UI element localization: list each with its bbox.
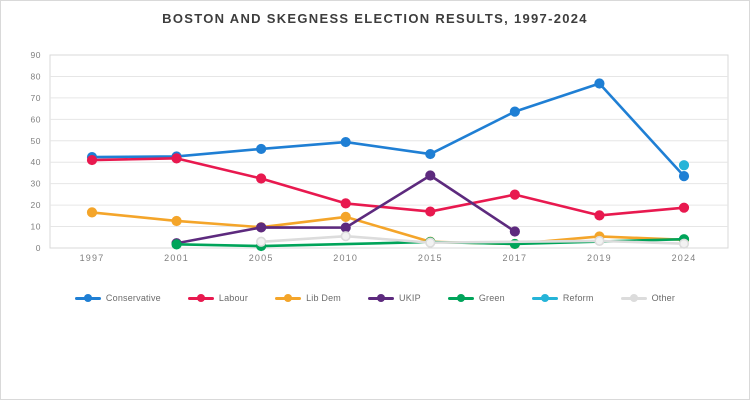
data-point-other <box>594 235 605 247</box>
data-point-conservative <box>678 171 690 182</box>
data-point-conservative <box>256 143 267 155</box>
x-axis-tick-label: 2019 <box>587 253 612 263</box>
line-chart-plot: 0 10 20 30 40 50 60 70 80 90 1997 2001 2005 2010 2015 2… <box>31 50 729 263</box>
y-axis-tick-label: 70 <box>31 93 41 103</box>
data-point-ukip <box>509 226 520 237</box>
data-point-other <box>425 237 436 248</box>
data-point-other <box>340 231 351 242</box>
data-point-ukip <box>256 222 267 233</box>
y-axis-tick-label: 50 <box>31 136 41 146</box>
chart-title: BOSTON AND SKEGNESS ELECTION RESULTS, 19… <box>162 11 588 26</box>
legend-item-reform: Reform <box>531 293 594 303</box>
data-point-reform <box>678 160 690 171</box>
legend-item-other: Other <box>620 293 676 303</box>
data-point-ukip <box>340 222 351 233</box>
data-point-green <box>171 239 182 250</box>
data-point-labour <box>594 210 605 221</box>
y-axis-tick-label: 40 <box>31 157 41 167</box>
legend-item-green: Green <box>447 293 505 303</box>
legend-item-ukip: UKIP <box>368 293 421 303</box>
plot-border <box>49 54 729 249</box>
legend-label: Conservative <box>105 293 161 303</box>
data-point-labour <box>256 173 267 184</box>
data-point-lib-dem <box>171 215 182 227</box>
y-axis-tick-label: 60 <box>31 114 41 124</box>
data-point-other <box>256 236 267 247</box>
legend-label: UKIP <box>399 293 421 303</box>
legend-item-conservative: Conservative <box>74 293 161 303</box>
legend-line-dot-icon <box>74 294 101 302</box>
x-axis-tick-label: 2010 <box>333 253 358 263</box>
legend-label: Lib Dem <box>306 293 342 303</box>
legend-label: Green <box>478 293 505 303</box>
y-axis-tick-label: 0 <box>36 243 41 253</box>
series-line-lib-dem <box>90 211 686 246</box>
data-point-labour <box>678 202 690 213</box>
y-axis-tick-label: 90 <box>31 50 41 60</box>
series-line-labour <box>90 157 686 217</box>
data-point-conservative <box>340 136 351 148</box>
legend-line-dot-icon <box>275 294 302 302</box>
data-point-other <box>678 238 690 249</box>
legend-label: Other <box>651 293 676 303</box>
y-axis-tick-label: 80 <box>31 71 41 81</box>
legend-line-dot-icon <box>620 294 647 302</box>
y-axis-tick-label: 30 <box>31 179 41 189</box>
legend-item-lib-dem: Lib Dem <box>275 293 341 303</box>
data-point-labour <box>340 198 351 209</box>
x-axis-tick-label: 2017 <box>502 253 527 263</box>
legend-line-dot-icon <box>531 294 558 302</box>
series-line-conservative <box>90 82 686 178</box>
data-point-labour <box>86 154 98 166</box>
data-point-lib-dem <box>340 211 351 223</box>
data-point-ukip <box>425 170 436 181</box>
x-axis-tick-label: 2001 <box>164 253 189 263</box>
data-point-conservative <box>509 106 520 117</box>
data-point-conservative <box>425 148 436 160</box>
data-point-labour <box>425 206 436 217</box>
x-axis-tick-label: 1997 <box>80 253 105 263</box>
y-axis-tick-label: 10 <box>31 222 41 232</box>
data-point-labour <box>509 189 520 200</box>
legend-line-dot-icon <box>187 294 214 302</box>
legend-item-labour: Labour <box>187 293 249 303</box>
chart-legend: Conservative Labour Lib Dem UKIP Green Reform… <box>1 293 749 303</box>
x-axis-tick-label: 2005 <box>249 253 274 263</box>
legend-label: Labour <box>218 293 249 303</box>
legend-label: Reform <box>562 293 594 303</box>
legend-line-dot-icon <box>368 294 395 302</box>
data-point-conservative <box>594 78 605 89</box>
data-point-lib-dem <box>86 207 98 218</box>
x-axis-tick-label: 2024 <box>672 253 697 263</box>
x-axis-tick-label: 2015 <box>418 253 443 263</box>
y-axis-tick-label: 20 <box>31 200 41 210</box>
legend-line-dot-icon <box>447 294 474 302</box>
data-point-labour <box>171 153 182 164</box>
